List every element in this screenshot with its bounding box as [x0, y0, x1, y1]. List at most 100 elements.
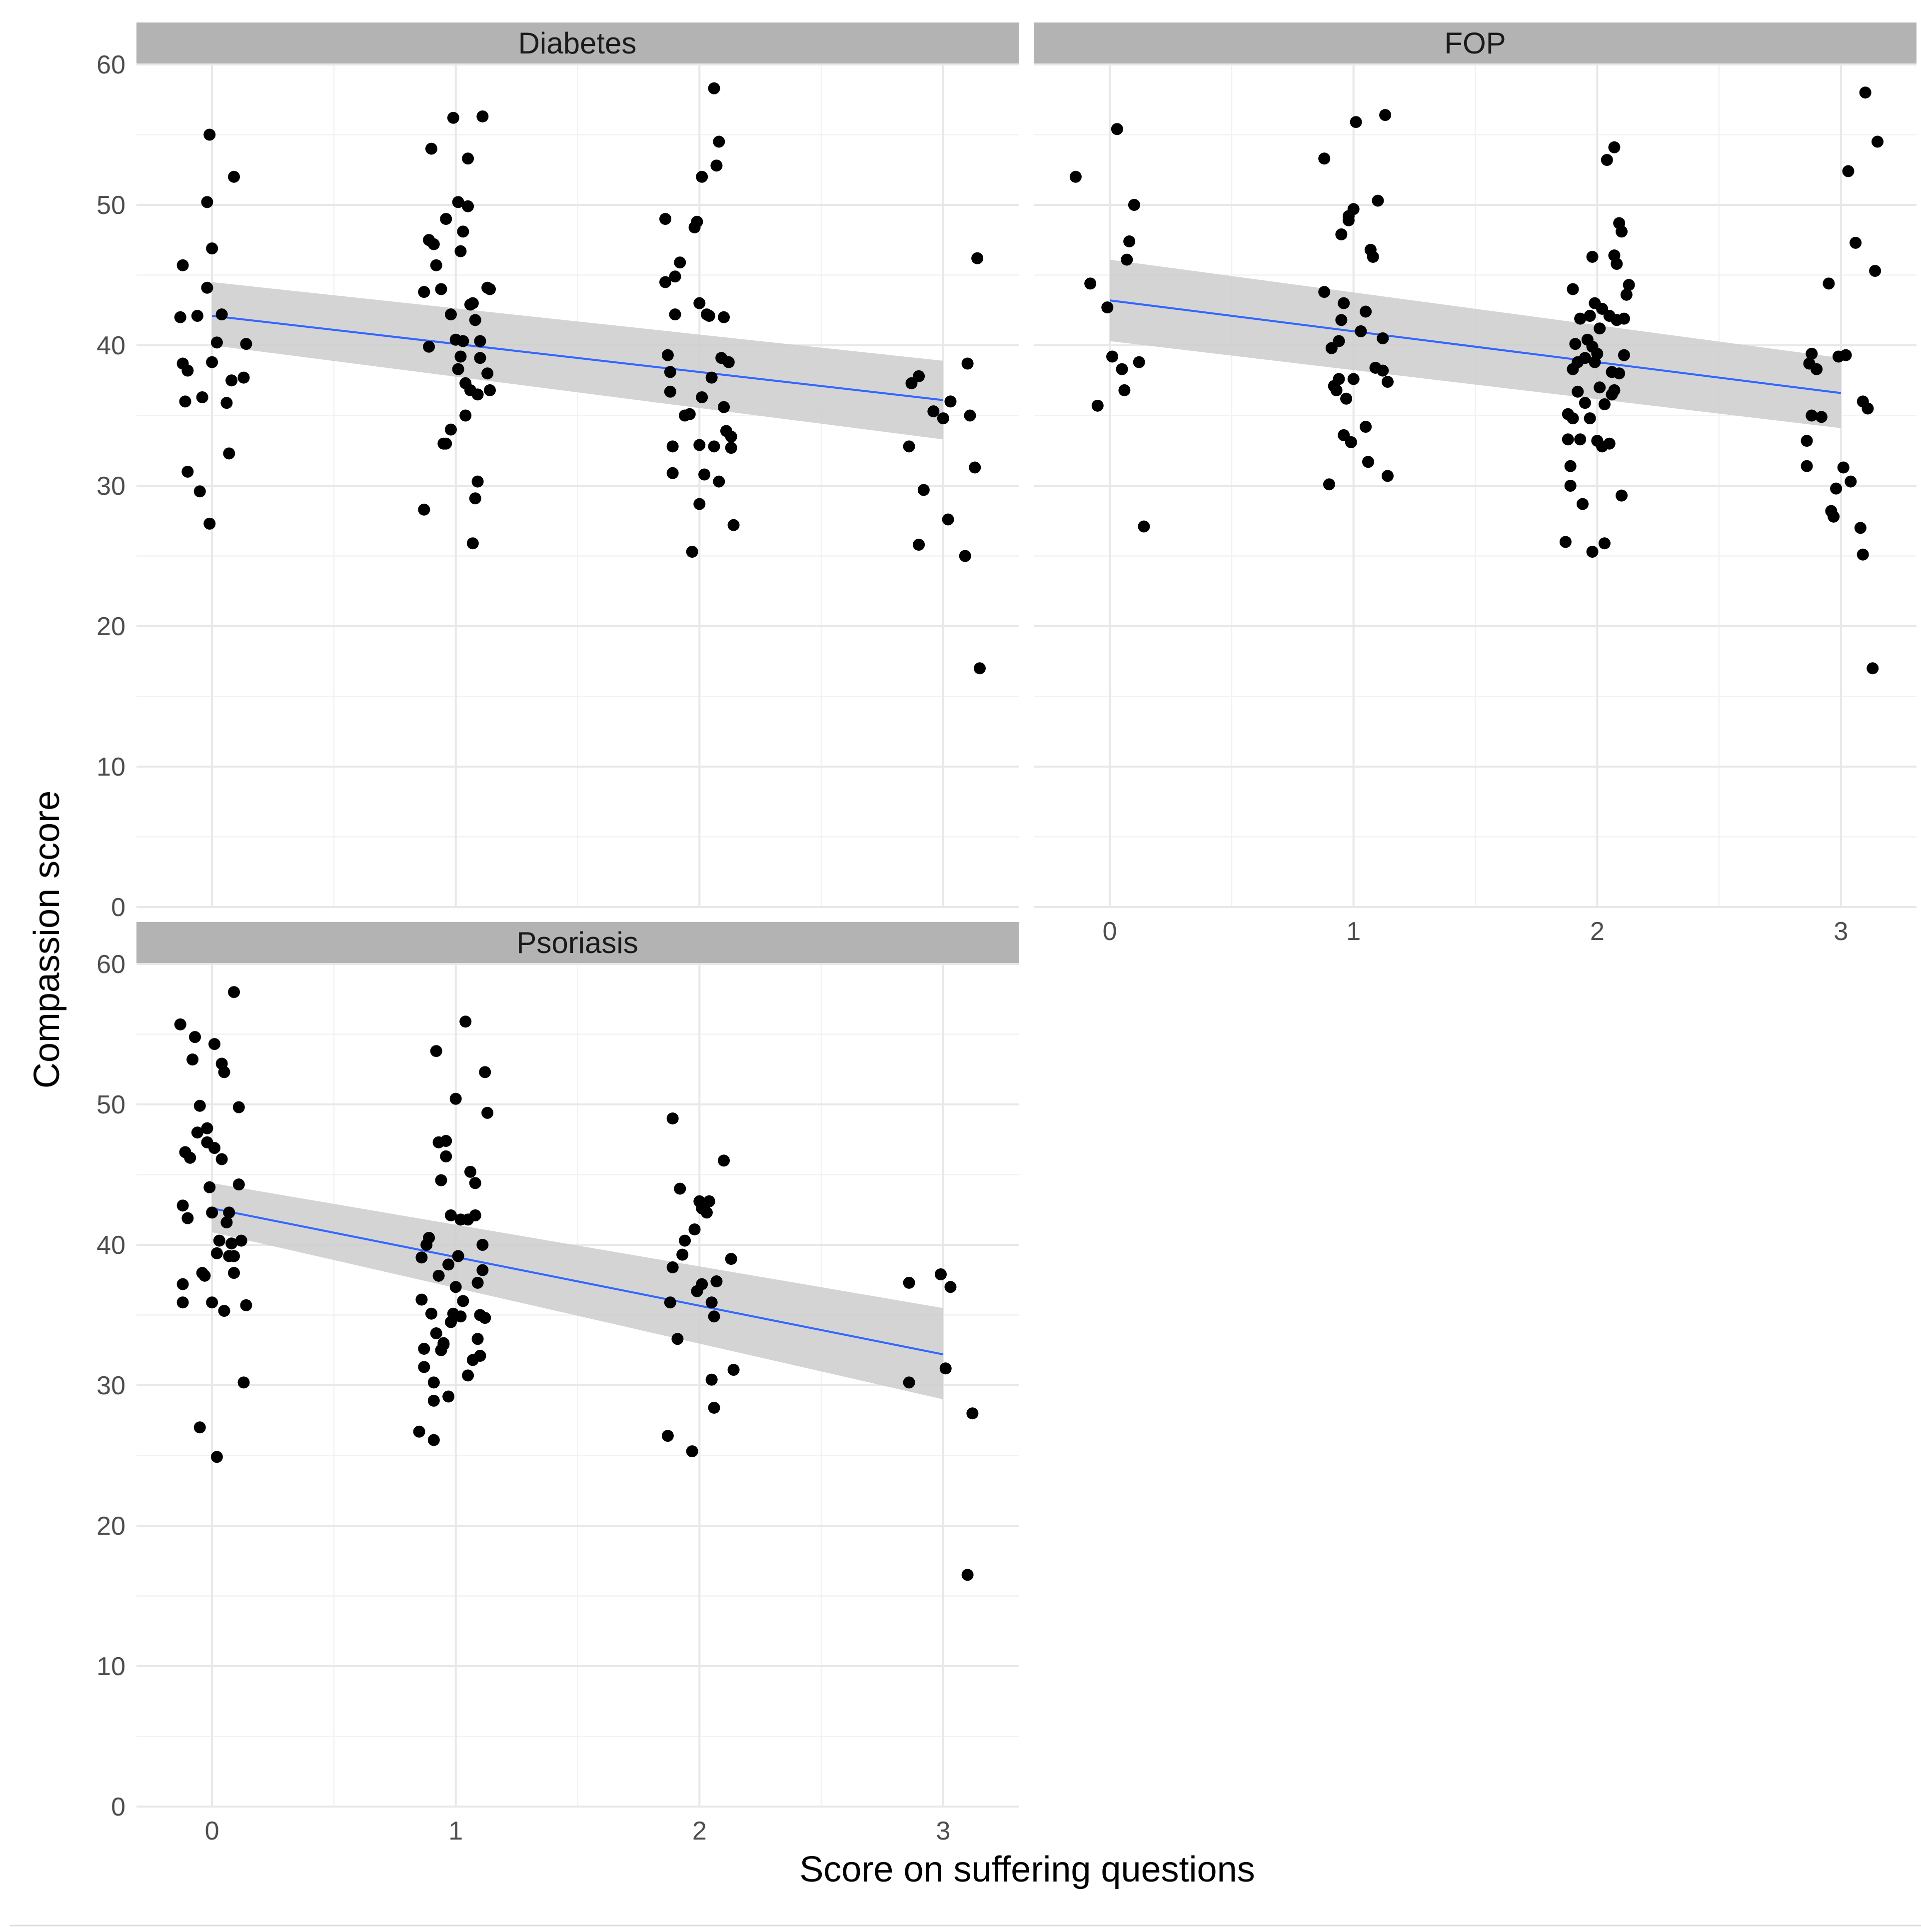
y-tick-label: 30 [96, 1371, 125, 1400]
data-point [1333, 335, 1345, 347]
data-point [418, 1342, 430, 1355]
data-point [664, 1296, 676, 1309]
data-point [196, 391, 208, 403]
points-psoriasis [174, 986, 979, 1581]
data-point [1616, 225, 1628, 238]
data-point [466, 297, 479, 309]
confidence-band-diabetes [212, 282, 943, 440]
data-point [961, 357, 974, 370]
data-point [471, 1276, 484, 1289]
data-point [425, 142, 437, 155]
data-point [718, 401, 730, 413]
data-point [237, 1376, 250, 1389]
data-point [686, 1445, 698, 1458]
confidence-band-area [1110, 259, 1841, 428]
data-point [440, 437, 452, 450]
data-point [427, 1376, 440, 1389]
data-point [1616, 489, 1628, 502]
data-point [206, 356, 218, 368]
data-point [688, 1223, 701, 1236]
data-point [459, 1015, 472, 1028]
data-point [1620, 288, 1633, 301]
data-point [666, 467, 679, 479]
data-point [674, 256, 686, 269]
confidence-band-psoriasis [212, 1183, 943, 1400]
data-point [228, 986, 240, 998]
data-point [1594, 381, 1606, 394]
data-point [1333, 373, 1345, 385]
data-point [1867, 662, 1879, 675]
y-tick-label: 40 [96, 331, 125, 360]
data-point [440, 1135, 452, 1147]
data-point [1579, 352, 1591, 364]
data-point [437, 1337, 450, 1349]
data-point [964, 409, 976, 422]
data-point [1355, 325, 1367, 337]
data-point [232, 1178, 245, 1191]
data-point [1101, 301, 1114, 314]
data-point [184, 1151, 196, 1164]
data-point [452, 196, 464, 208]
data-point [176, 1296, 189, 1309]
data-point [1830, 482, 1843, 495]
data-point [1608, 141, 1621, 153]
data-point [1594, 322, 1606, 335]
data-point [725, 1253, 737, 1265]
y-tick-label: 10 [96, 1652, 125, 1681]
data-point [696, 1278, 708, 1290]
data-point [203, 1181, 216, 1193]
data-point [469, 492, 481, 505]
data-point [483, 384, 496, 396]
data-point [174, 1018, 186, 1030]
data-point [1567, 412, 1579, 425]
data-point [1106, 350, 1119, 363]
data-point [1347, 373, 1360, 385]
data-point [705, 1373, 718, 1386]
data-point [193, 1421, 206, 1434]
data-point [235, 1234, 247, 1247]
data-point [189, 1031, 201, 1043]
data-point [1574, 312, 1587, 325]
data-point [1116, 363, 1128, 375]
data-point [474, 1349, 486, 1362]
data-point [1603, 437, 1616, 450]
data-point [693, 498, 706, 510]
data-point [471, 475, 484, 488]
data-point [722, 356, 735, 368]
data-point [1801, 460, 1813, 472]
data-point [228, 170, 240, 183]
data-point [213, 1234, 225, 1247]
data-point [1845, 475, 1857, 488]
data-point [1586, 250, 1599, 263]
strip-title-diabetes: Diabetes [518, 26, 637, 60]
data-point [232, 1101, 245, 1113]
data-point [1801, 435, 1813, 447]
data-point [1584, 412, 1596, 425]
data-point [1842, 165, 1855, 177]
data-point [423, 340, 435, 353]
data-point [713, 135, 725, 148]
data-point [1381, 376, 1394, 388]
data-point [1121, 253, 1133, 266]
data-point [210, 336, 223, 349]
data-point [705, 1296, 718, 1309]
data-point [464, 1165, 476, 1178]
x-tick-label: 1 [448, 1817, 463, 1846]
strip-title-fop: FOP [1444, 26, 1506, 60]
data-point [240, 1299, 252, 1311]
data-point [708, 82, 720, 94]
data-point [913, 539, 925, 551]
data-point [1069, 170, 1082, 183]
data-point [1340, 392, 1353, 405]
data-point [240, 338, 252, 350]
strip-title-psoriasis: Psoriasis [516, 926, 638, 960]
data-point [659, 276, 672, 288]
data-point [176, 1199, 189, 1212]
data-point [459, 409, 472, 422]
data-point [934, 1268, 947, 1281]
data-point [210, 1247, 223, 1259]
data-point [479, 1066, 491, 1078]
data-point [418, 286, 430, 298]
data-point [725, 442, 737, 454]
data-point [691, 215, 703, 228]
